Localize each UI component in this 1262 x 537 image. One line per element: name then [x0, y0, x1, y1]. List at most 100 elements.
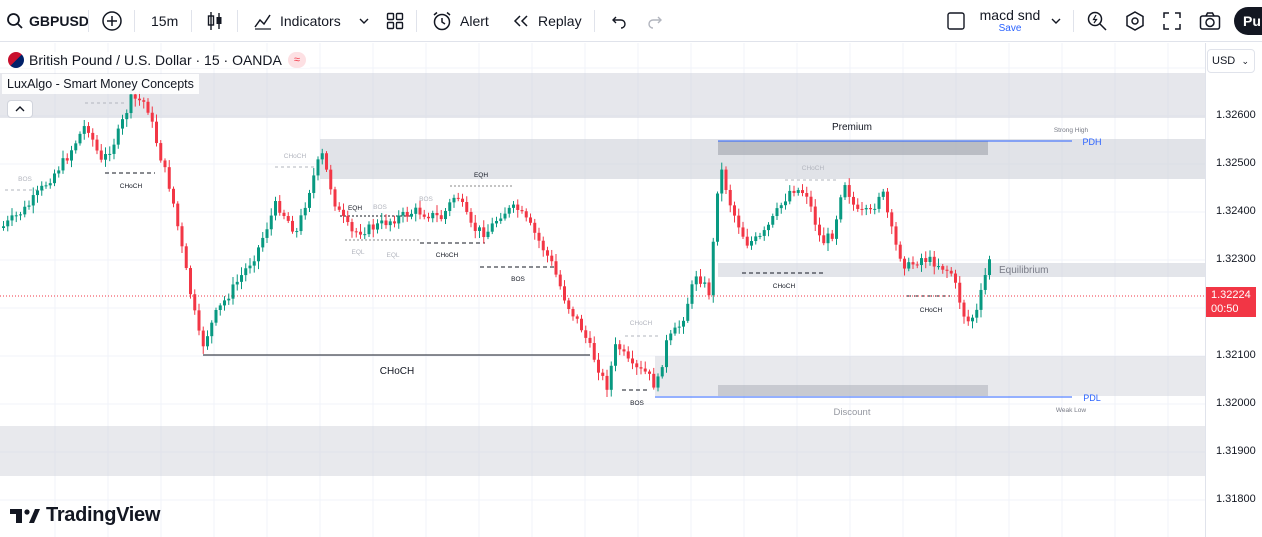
tradingview-logo[interactable]: TradingView [10, 504, 160, 527]
candle-body [444, 210, 447, 220]
candle-body [631, 358, 634, 364]
smc-label: BOS [511, 276, 525, 283]
candle-body [762, 230, 766, 236]
chart-pane[interactable]: Premium Strong High PDH Equilibrium PDL … [0, 43, 1205, 537]
candle-body [150, 112, 154, 122]
gear-icon [1126, 11, 1144, 31]
candle-body [512, 204, 515, 208]
candle-body [376, 223, 379, 230]
alert-button[interactable]: Alert [431, 0, 489, 42]
candle-body [873, 208, 877, 210]
candle-body [503, 213, 507, 219]
candle-body [197, 310, 201, 331]
smc-label: CHoCH [630, 320, 653, 327]
smc-label: CHoCH [920, 307, 943, 314]
compare-button[interactable] [101, 0, 123, 42]
indicator-legend[interactable]: LuxAlgo - Smart Money Concepts [2, 74, 199, 94]
camera-icon [1199, 12, 1221, 30]
price-tick: 1.32300 [1216, 253, 1256, 265]
redo-button[interactable] [647, 0, 665, 42]
candle-body [278, 201, 282, 213]
candle-body [924, 258, 928, 263]
candle-body [350, 222, 354, 232]
candle-body [979, 289, 983, 310]
candle-body [690, 284, 694, 304]
candle-body [193, 294, 197, 311]
candle-body [14, 215, 18, 217]
candle-body [333, 189, 337, 207]
symbol-legend[interactable]: British Pound / U.S. Dollar · 15 · OANDA… [8, 52, 310, 68]
replay-button[interactable]: Replay [512, 0, 582, 42]
plus-circle-icon [102, 11, 122, 31]
candle-body [516, 204, 520, 210]
smc-label: CHoCH [436, 252, 459, 259]
price-tick: 1.32000 [1216, 397, 1256, 409]
candle-body [201, 330, 205, 347]
currency-select[interactable]: USD ⌄ [1207, 49, 1255, 73]
interval-button[interactable]: 15m [151, 0, 178, 42]
settings-button[interactable] [1124, 0, 1146, 42]
candle-body [342, 209, 345, 216]
tradingview-wordmark: TradingView [46, 504, 161, 526]
candle-body [359, 231, 362, 235]
candle-body [550, 255, 554, 262]
snapshot-button[interactable] [1199, 0, 1221, 42]
symbol-search[interactable]: GBPUSD [6, 0, 89, 42]
candle-body [694, 276, 698, 285]
candle-body [490, 223, 494, 232]
smc-label: CHoCH [284, 153, 307, 160]
candle-body [397, 215, 401, 224]
undo-icon [612, 16, 626, 29]
candle-body [792, 190, 796, 193]
layout-name[interactable]: macd snd [979, 7, 1041, 23]
candle-body [898, 244, 902, 259]
candle-body [367, 224, 371, 235]
candle-body [864, 208, 868, 210]
smc-labels: Premium Strong High PDH Equilibrium PDL … [18, 122, 1101, 418]
candle-body [903, 258, 906, 269]
candle-body [622, 349, 626, 352]
quick-search-button[interactable] [1086, 0, 1108, 42]
candle-body [529, 217, 532, 223]
search-icon [7, 13, 23, 29]
candle-body [881, 191, 885, 197]
candle-body [27, 205, 31, 207]
indicators-button[interactable]: Indicators [253, 0, 341, 42]
candle-body [184, 246, 188, 269]
layout-dropdown[interactable] [1050, 0, 1062, 42]
candle-body [711, 241, 715, 296]
premium-top-zone [0, 73, 1205, 118]
candle-body [316, 159, 320, 176]
candle-body [894, 226, 898, 245]
chevron-down-icon [1051, 18, 1061, 24]
candle-body [937, 266, 940, 268]
price-chart[interactable]: Premium Strong High PDH Equilibrium PDL … [0, 43, 1205, 537]
collapse-legend-button[interactable] [7, 100, 33, 118]
indicators-dropdown[interactable] [358, 0, 370, 42]
candle-body [48, 183, 52, 186]
chart-type-button[interactable] [205, 0, 225, 42]
candle-body [167, 167, 171, 189]
publish-button[interactable]: Pu [1234, 7, 1262, 35]
candle-body [728, 189, 732, 206]
layout-save-link[interactable]: Save [998, 23, 1022, 34]
smc-label: EQL [351, 249, 364, 256]
price-tick: 1.32400 [1216, 205, 1256, 217]
candle-body [635, 363, 639, 368]
candle-body [172, 188, 175, 204]
candle-body [116, 128, 120, 145]
layout-templates-button[interactable] [386, 0, 404, 42]
layout-select-checkbox[interactable] [946, 0, 966, 42]
fullscreen-button[interactable] [1163, 0, 1181, 42]
candle-body [125, 113, 129, 120]
candle-body [988, 259, 991, 276]
candle-body [414, 207, 418, 214]
candle-body [206, 336, 209, 347]
candle-body [252, 261, 256, 266]
candle-body [53, 173, 56, 184]
candle-body [847, 185, 851, 197]
candle-body [180, 226, 184, 247]
weak-low-ob [718, 385, 988, 396]
undo-button[interactable] [609, 0, 627, 42]
candle-body [758, 235, 762, 237]
